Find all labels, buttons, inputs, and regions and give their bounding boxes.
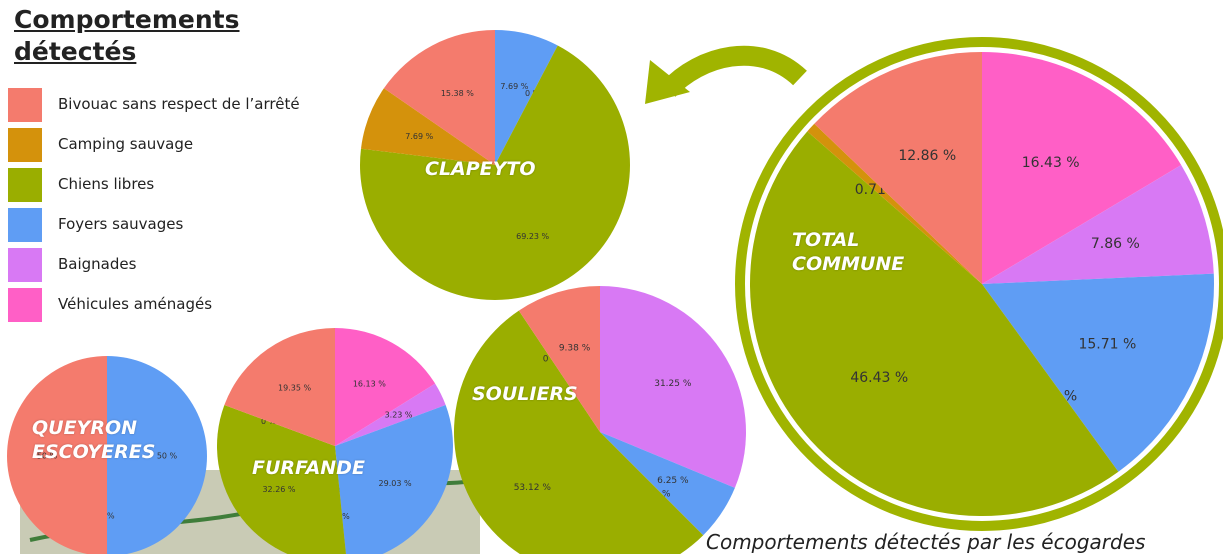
caption: Comportements détectés par les écogardes [706, 530, 1146, 554]
pie-slice [335, 405, 453, 554]
slice-label: 7.69 % [500, 82, 528, 91]
pie-slice [982, 165, 1214, 284]
pie-slice [359, 45, 630, 300]
pie-slice [600, 432, 735, 536]
pie-slice [495, 30, 558, 165]
legend-swatch [8, 208, 42, 242]
pie-slice [518, 286, 600, 432]
slice-label: 31.25 % [654, 379, 692, 389]
pie-slice [7, 356, 107, 554]
pie-slice [750, 131, 1119, 516]
arrow-shaft [660, 45, 807, 98]
legend-label: Bivouac sans respect de l’arrêté [58, 95, 300, 113]
slice-label: 7.86 % [1091, 236, 1140, 252]
pie-slice [335, 383, 446, 446]
pie-title: TOTAL COMMUNE [792, 229, 905, 275]
slice-label: 7.69 % [405, 132, 433, 141]
slice-label: 6.25 % [657, 476, 689, 486]
legend-swatch [8, 128, 42, 162]
slice-label: 50 % [37, 452, 58, 461]
pie-title: FURFANDE [252, 457, 365, 479]
pie-title: SOULIERS [472, 383, 578, 405]
legend-title: Comportements détectés [14, 5, 240, 66]
legend-label: Camping sauvage [58, 135, 194, 153]
slice-label: 16.43 % [1022, 155, 1080, 171]
pie-title: QUEYRON ESCOYERES [32, 417, 156, 463]
slice-label: 53.12 % [514, 483, 552, 493]
pie-slice [360, 88, 495, 165]
slice-label: 0 % [99, 512, 115, 521]
legend-label: Véhicules aménagés [58, 295, 213, 313]
pie-slice [807, 123, 982, 284]
pie-slice [107, 356, 207, 554]
legend-swatch [8, 288, 42, 322]
slice-label: 0 % [335, 512, 351, 521]
slice-label: 29.03 % [379, 479, 412, 488]
slice-label: 15.38 % [441, 89, 474, 98]
slice-label: 15.71 % [1078, 336, 1136, 352]
slice-label: 12.86 % [898, 148, 956, 164]
legend-swatch [8, 168, 42, 202]
highlight-ring [735, 37, 1223, 531]
pie-title: CLAPEYTO [425, 158, 536, 180]
legend-label: Foyers sauvages [58, 215, 184, 233]
slice-label: 50 % [157, 452, 178, 461]
slice-label: 3.23 % [385, 410, 413, 419]
pie-slice [600, 286, 746, 488]
legend-label: Chiens libres [58, 175, 155, 193]
pie-slice [335, 328, 436, 446]
slice-label: 9.38 % [559, 344, 591, 354]
slice-label: 19.35 % [278, 383, 311, 392]
slice-label: 32.26 % [262, 485, 295, 494]
legend-label: Baignades [58, 255, 137, 273]
pie-slice [454, 310, 704, 554]
slice-label: 46.43 % [850, 370, 908, 386]
pie-slice [383, 30, 495, 165]
legend-swatch [8, 88, 42, 122]
arrow-head [645, 60, 690, 104]
pie-slice [217, 404, 346, 554]
slice-label: 16.13 % [353, 380, 386, 389]
legend-swatch [8, 248, 42, 282]
pie-slice [982, 273, 1214, 472]
slice-label: 0 % [543, 355, 561, 365]
pie-slice [224, 328, 335, 446]
slice-label: 69.23 % [516, 232, 549, 241]
pie-slice [814, 52, 982, 284]
pie-slice [982, 52, 1182, 284]
